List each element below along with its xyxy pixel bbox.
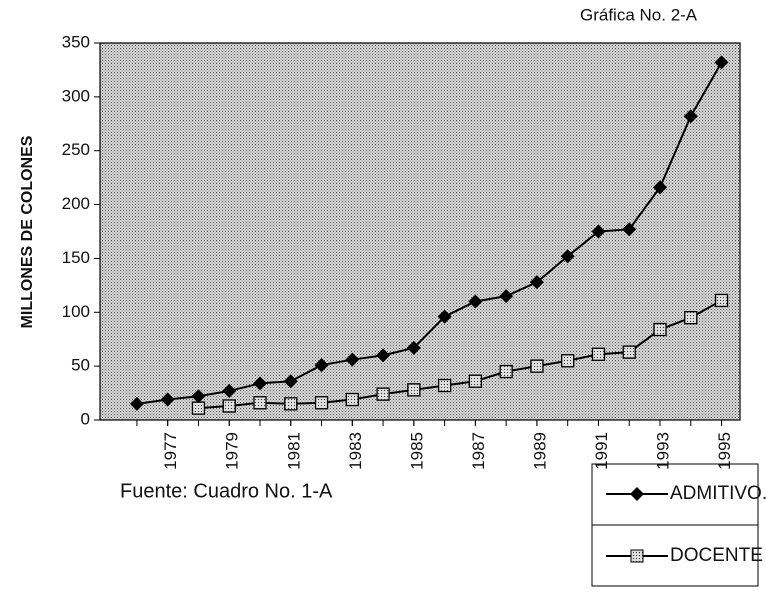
- marker: [560, 249, 575, 264]
- plot-area: [99, 42, 741, 421]
- marker: [653, 322, 667, 337]
- legend-label: ADMITIVO.: [670, 483, 766, 504]
- marker: [468, 374, 483, 388]
- x-tick-label: 1979: [223, 432, 242, 470]
- x-tick-label: 1981: [284, 432, 303, 470]
- marker: [714, 293, 729, 308]
- marker: [283, 374, 298, 389]
- marker: [407, 383, 421, 397]
- marker: [191, 401, 206, 415]
- y-tick-label: 150: [62, 248, 90, 267]
- marker: [376, 348, 391, 363]
- marker: [314, 396, 329, 410]
- chart-title: Gráfica No. 2-A: [580, 5, 698, 24]
- marker: [683, 109, 698, 124]
- marker: [622, 345, 636, 359]
- y-tick-label: 350: [62, 32, 90, 51]
- marker: [561, 354, 575, 368]
- marker: [499, 364, 513, 379]
- marker: [468, 294, 483, 309]
- marker: [129, 396, 144, 411]
- marker: [376, 387, 390, 401]
- x-tick-label: 1985: [407, 432, 426, 470]
- marker: [653, 180, 667, 195]
- marker: [591, 224, 606, 239]
- x-tick-label: 1977: [161, 432, 180, 470]
- marker: [406, 340, 421, 355]
- marker: [437, 309, 452, 324]
- y-tick-label: 100: [62, 302, 90, 321]
- y-tick-label: 0: [81, 409, 90, 428]
- x-tick-label: 1989: [530, 432, 549, 470]
- legend-marker: [630, 549, 644, 563]
- source-note: Fuente: Cuadro No. 1-A: [120, 480, 333, 502]
- marker: [284, 397, 298, 411]
- x-tick-label: 1995: [715, 432, 734, 470]
- legend-label: DOCENTE: [670, 545, 763, 566]
- legend-marker: [630, 487, 644, 501]
- y-tick-label: 200: [62, 194, 90, 213]
- y-tick-label: 300: [62, 86, 90, 105]
- x-tick-label: 1993: [653, 432, 672, 470]
- marker: [591, 347, 606, 361]
- marker: [160, 392, 175, 407]
- marker: [684, 311, 698, 325]
- marker: [222, 399, 236, 413]
- marker: [253, 396, 267, 410]
- marker: [437, 378, 452, 393]
- x-tick-label: 1991: [592, 432, 611, 470]
- marker: [622, 222, 637, 237]
- x-tick-label: 1983: [346, 432, 365, 470]
- marker: [530, 359, 544, 373]
- marker: [314, 358, 329, 373]
- y-tick-label: 50: [71, 356, 90, 375]
- marker: [191, 389, 206, 404]
- marker: [345, 352, 360, 367]
- marker: [499, 289, 514, 304]
- x-tick-label: 1987: [469, 432, 488, 470]
- marker: [253, 376, 267, 391]
- y-tick-label: 250: [62, 140, 90, 159]
- marker: [222, 383, 237, 398]
- marker: [529, 275, 544, 290]
- marker: [714, 55, 729, 70]
- y-axis-label: MILLONES DE COLONES: [19, 135, 36, 328]
- marker: [345, 392, 359, 407]
